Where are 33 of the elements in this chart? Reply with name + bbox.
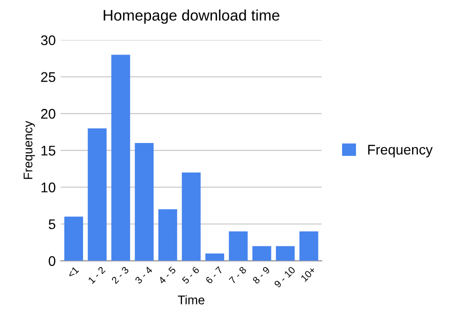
x-tick-label: <1 [67, 266, 80, 278]
x-axis-title: Time [178, 295, 204, 304]
y-tick-label: 15 [42, 146, 56, 156]
bar [88, 128, 107, 261]
y-axis-title: Frequency [24, 120, 35, 179]
bar [158, 209, 178, 261]
bar [299, 231, 318, 261]
chart-title: Homepage download time [104, 9, 280, 24]
legend-label: Frequency [368, 144, 433, 158]
y-tick-label: 30 [40, 35, 56, 46]
bar [182, 172, 201, 261]
bar [134, 143, 154, 261]
y-tick-label: 0 [48, 256, 56, 266]
x-tick-label: 4 - 5 [158, 266, 176, 284]
bar [205, 253, 224, 261]
bar [111, 54, 130, 261]
y-tick-label: 5 [48, 219, 56, 230]
bar [228, 231, 248, 261]
x-tick-label: 10+ [300, 266, 316, 282]
x-tick-label: 5 - 6 [182, 266, 200, 284]
y-tick-label: 10 [42, 182, 56, 192]
x-tick-label: 8 - 9 [252, 266, 270, 284]
x-tick-label: 7 - 8 [228, 266, 247, 284]
x-tick-label: 9 - 10 [274, 266, 296, 288]
x-tick-label: 6 - 7 [205, 266, 224, 284]
bar [64, 216, 84, 261]
x-tick-label: 1 - 2 [88, 266, 106, 284]
x-tick-label: 2 - 3 [111, 266, 130, 284]
y-tick-label: 25 [41, 72, 56, 82]
bar [276, 246, 295, 261]
y-tick-label: 20 [41, 108, 56, 119]
bar [252, 246, 272, 261]
x-tick-label: 3 - 4 [134, 266, 153, 284]
